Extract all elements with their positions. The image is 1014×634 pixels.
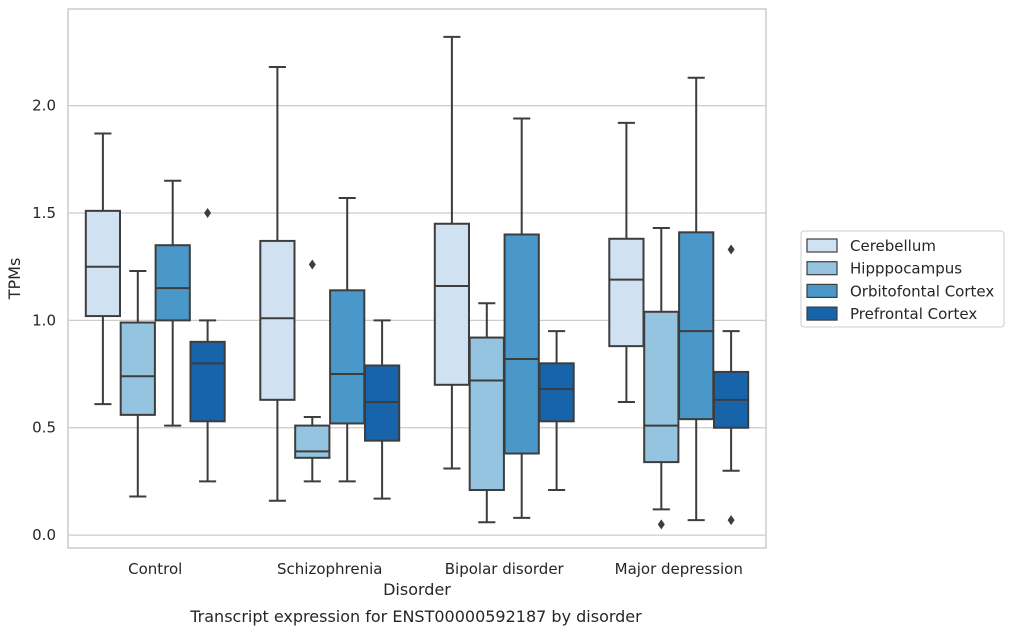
box-body: [259, 239, 296, 401]
box-orbitofontal-cortex: [154, 179, 191, 427]
x-tick-label: Bipolar disorder: [445, 560, 565, 578]
box-cerebellum: [84, 132, 122, 406]
legend-swatch: [806, 261, 838, 276]
box-body: [538, 362, 575, 423]
legend-frame: [800, 230, 1005, 328]
outlier-marker: [727, 244, 735, 255]
y-axis-label: TPMs: [5, 258, 24, 301]
legend-swatch: [806, 238, 838, 253]
box-body: [84, 209, 122, 318]
y-tick-label: 2.0: [32, 97, 56, 115]
box-orbitofontal-cortex: [678, 76, 715, 522]
chart-caption: Transcript expression for ENST0000059218…: [189, 607, 642, 626]
x-tick-label: Major depression: [615, 560, 743, 578]
box-prefrontal-cortex: [189, 208, 226, 483]
box-body: [678, 231, 715, 421]
outlier-marker: [204, 208, 212, 219]
legend-swatch: [806, 283, 838, 298]
plot-frame: [67, 8, 767, 549]
box-body: [294, 424, 331, 459]
box-body: [608, 237, 645, 348]
y-tick-label: 1.0: [32, 311, 56, 329]
box-body: [154, 244, 191, 322]
legend-label: Cerebellum: [850, 237, 936, 255]
y-tick-label: 0.5: [32, 419, 56, 437]
outlier-marker: [657, 519, 665, 530]
box-body: [119, 321, 156, 416]
legend: Cerebellum Hipppocampus Orbitofontal Corte…: [800, 230, 1005, 328]
box-body: [468, 336, 505, 492]
box-plot-marks: [84, 35, 750, 530]
outlier-marker: [308, 259, 316, 270]
legend-swatch: [806, 306, 838, 321]
box-body: [329, 289, 366, 425]
box-cerebellum: [608, 121, 645, 403]
legend-label: Orbitofontal Cortex: [850, 282, 994, 300]
box-hipppocampus: [294, 259, 331, 483]
box-prefrontal-cortex: [712, 244, 750, 526]
x-tick-label: Control: [128, 560, 182, 578]
box-body: [189, 340, 226, 423]
box-body: [363, 364, 401, 442]
y-tick-label: 0.0: [32, 526, 56, 544]
legend-label: Hipppocampus: [850, 260, 962, 278]
box-prefrontal-cortex: [363, 319, 401, 500]
x-tick-label: Schizophrenia: [277, 560, 382, 578]
outlier-marker: [727, 515, 735, 526]
box-hipppocampus: [643, 227, 680, 530]
box-hipppocampus: [119, 269, 156, 498]
box-cerebellum: [259, 65, 296, 502]
box-cerebellum: [433, 35, 471, 470]
y-tick-label: 1.5: [32, 204, 56, 222]
box-prefrontal-cortex: [538, 330, 575, 492]
box-orbitofontal-cortex: [503, 117, 540, 519]
box-hipppocampus: [468, 302, 505, 524]
y-tick-labels: 0.0 0.5 1.0 1.5 2.0: [32, 97, 56, 544]
x-axis-label: Disorder: [383, 580, 451, 599]
box-body: [433, 222, 471, 386]
legend-label: Prefrontal Cortex: [850, 305, 977, 323]
box-orbitofontal-cortex: [329, 196, 366, 483]
x-tick-labels: Control Schizophrenia Bipolar disorder Majo…: [128, 560, 743, 578]
box-body: [643, 310, 680, 464]
box-body: [503, 233, 540, 455]
